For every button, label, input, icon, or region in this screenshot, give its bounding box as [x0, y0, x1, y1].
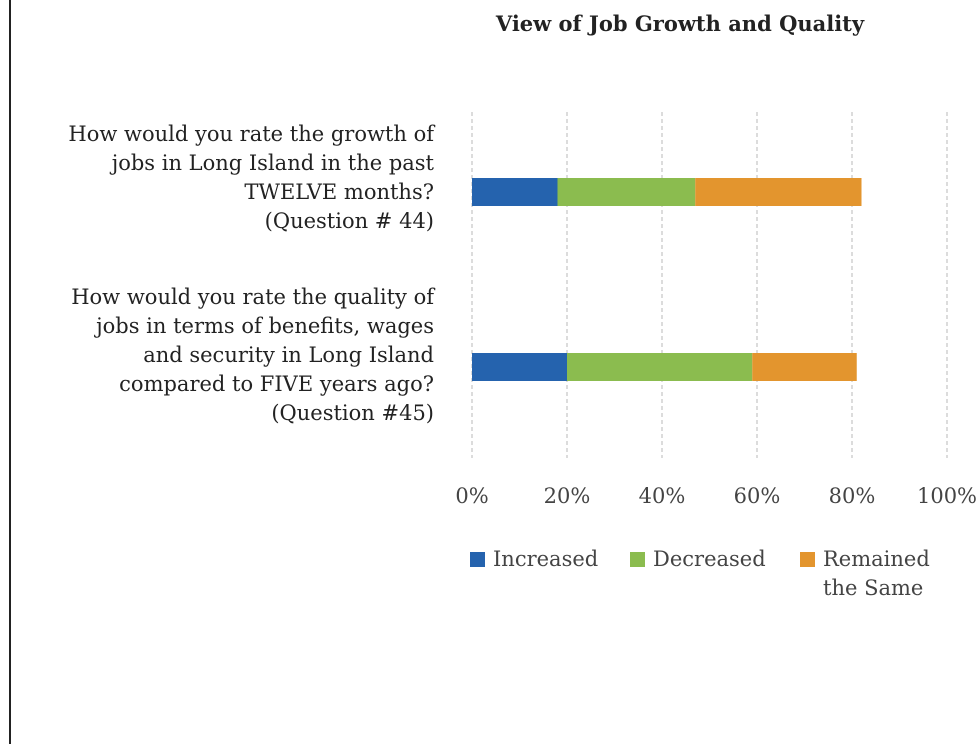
x-tick-label: 20%	[544, 484, 591, 508]
category-label-line: (Question # 44)	[264, 209, 434, 233]
legend-swatch-decreased	[630, 552, 645, 567]
chart-title: View of Job Growth and Quality	[495, 11, 865, 36]
category-label-question-45: How would you rate the quality of jobs i…	[0, 283, 434, 428]
x-tick-label: 60%	[734, 484, 781, 508]
x-tick-label: 0%	[455, 484, 488, 508]
bar-segment-decreased	[557, 178, 696, 206]
bar-segment-remained-the-same	[695, 178, 862, 206]
legend-label-remained-the-same: Remained the Same	[823, 545, 930, 603]
category-label-line: How would you rate the growth of	[68, 122, 434, 146]
left-border-line	[9, 0, 11, 744]
category-label-line: jobs in Long Island in the past	[111, 151, 434, 175]
category-label-line: compared to FIVE years ago?	[119, 372, 434, 396]
legend-swatch-increased	[470, 552, 485, 567]
x-tick-label: 40%	[639, 484, 686, 508]
legend-label-line: the Same	[823, 576, 924, 600]
category-label-line: (Question #45)	[271, 401, 434, 425]
category-label-question-44: How would you rate the growth of jobs in…	[0, 120, 434, 236]
bar-segment-increased	[472, 353, 567, 381]
legend-item-remained-the-same: Remained the Same	[800, 545, 960, 603]
bar-segment-increased	[472, 178, 558, 206]
legend-item-increased: Increased	[470, 545, 598, 574]
legend-swatch-remained-the-same	[800, 552, 815, 567]
x-tick-label: 80%	[829, 484, 876, 508]
category-label-line: jobs in terms of benefits, wages	[96, 314, 434, 338]
legend-item-decreased: Decreased	[630, 545, 766, 574]
bar-segment-remained-the-same	[752, 353, 857, 381]
legend-label-increased: Increased	[493, 547, 599, 571]
category-label-line: and security in Long Island	[143, 343, 434, 367]
category-label-line: How would you rate the quality of	[71, 285, 434, 309]
x-tick-label: 100%	[917, 484, 977, 508]
bar-segment-decreased	[567, 353, 753, 381]
legend-label-decreased: Decreased	[653, 547, 766, 571]
legend-label-line: Remained	[823, 547, 930, 571]
category-label-line: TWELVE months?	[244, 180, 434, 204]
